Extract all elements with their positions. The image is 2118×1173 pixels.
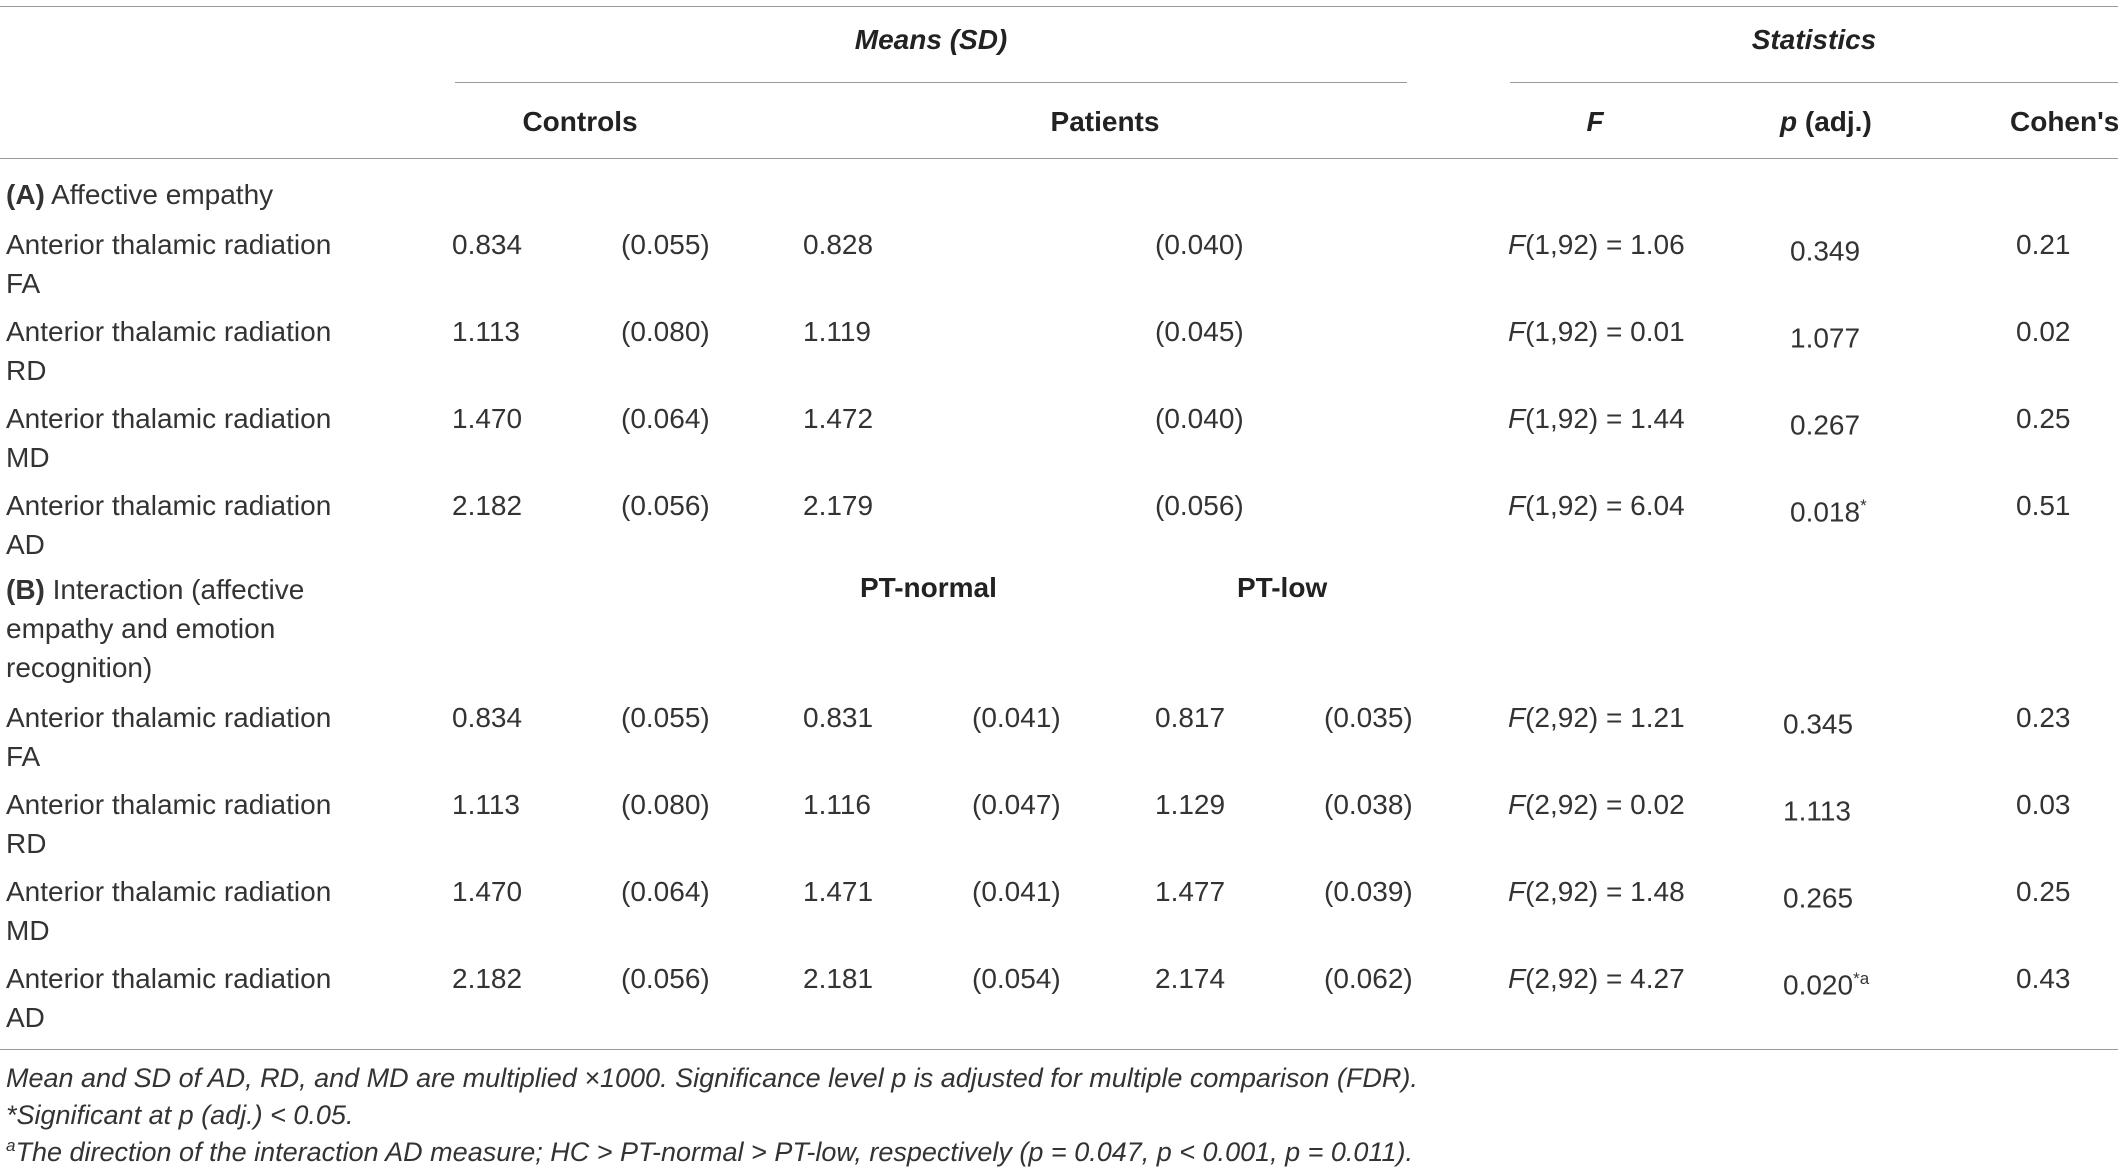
controls-mean: 0.834: [452, 229, 523, 260]
f-statistic: F(2,92) = 0.02: [1508, 789, 1685, 820]
pt-normal-sd: (0.054): [972, 963, 1061, 994]
cohens-d-value: 0.23: [2016, 702, 2071, 733]
section-b-title: (B) Interaction (affective empathy and e…: [6, 574, 305, 683]
p-adj-value: 0.345: [1783, 708, 1854, 740]
p-adj-value: 0.267: [1790, 409, 1861, 441]
f-statistic: F(2,92) = 1.21: [1508, 702, 1685, 733]
pt-low-mean: 1.477: [1155, 876, 1226, 907]
p-adj-value: 0.265: [1783, 882, 1854, 914]
cohens-d-header: Cohen's d: [2010, 106, 2118, 137]
pt-normal-sd: (0.041): [972, 876, 1061, 907]
controls-mean: 0.834: [452, 702, 523, 733]
cohens-d-value: 0.03: [2016, 789, 2071, 820]
patients-mean: 2.179: [803, 490, 874, 521]
row-label: Anterior thalamic radiation MD: [6, 403, 332, 473]
row-label: Anterior thalamic radiation MD: [6, 876, 332, 946]
patients-sd: (0.040): [1155, 403, 1244, 434]
p-adj-value: 0.349: [1790, 235, 1861, 267]
patients-header: Patients: [1050, 106, 1160, 137]
pt-low-mean: 0.817: [1155, 702, 1226, 733]
f-statistic: F(1,92) = 6.04: [1508, 490, 1685, 521]
row-label: Anterior thalamic radiation RD: [6, 789, 332, 859]
pt-low-sd: (0.035): [1324, 702, 1413, 733]
controls-mean: 1.470: [452, 403, 523, 434]
footnote-direction: aThe direction of the interaction AD mea…: [6, 1136, 1413, 1167]
section-a-title: (A) Affective empathy: [6, 179, 274, 210]
controls-sd: (0.055): [621, 702, 710, 733]
means-rule: [455, 82, 1407, 83]
controls-mean: 2.182: [452, 490, 523, 521]
controls-sd: (0.056): [621, 963, 710, 994]
top-rule: [0, 6, 2118, 7]
p-adj-header: p (adj.): [1780, 106, 1872, 137]
header-bottom-rule: [0, 158, 2118, 159]
table-bottom-rule: [0, 1049, 2118, 1050]
footnote-multiplier: Mean and SD of AD, RD, and MD are multip…: [6, 1063, 1418, 1093]
pt-normal-mean: 2.181: [803, 963, 874, 994]
f-header: F: [1586, 106, 1604, 137]
pt-normal-sd: (0.041): [972, 702, 1061, 733]
pt-normal-header: PT-normal: [860, 572, 997, 603]
controls-sd: (0.064): [621, 876, 710, 907]
pt-low-header: PT-low: [1237, 572, 1328, 603]
pt-low-sd: (0.062): [1324, 963, 1413, 994]
cohens-d-value: 0.02: [2016, 316, 2071, 347]
pt-low-sd: (0.039): [1324, 876, 1413, 907]
controls-mean: 1.113: [452, 789, 520, 820]
p-adj-value: 1.113: [1783, 795, 1851, 827]
f-statistic: F(1,92) = 1.44: [1508, 403, 1685, 434]
pt-normal-mean: 1.116: [803, 789, 871, 820]
row-label: Anterior thalamic radiation AD: [6, 490, 332, 560]
pt-normal-mean: 1.471: [803, 876, 874, 907]
pt-normal-mean: 0.831: [803, 702, 874, 733]
means-sd-header: Means (SD): [854, 24, 1008, 55]
controls-mean: 1.113: [452, 316, 520, 347]
patients-mean: 1.472: [803, 403, 874, 434]
controls-sd: (0.055): [621, 229, 710, 260]
cohens-d-value: 0.43: [2016, 963, 2071, 994]
cohens-d-value: 0.25: [2016, 403, 2071, 434]
cohens-d-value: 0.51: [2016, 490, 2071, 521]
pt-normal-sd: (0.047): [972, 789, 1061, 820]
patients-mean: 1.119: [803, 316, 871, 347]
f-statistic: F(1,92) = 0.01: [1508, 316, 1685, 347]
pt-low-mean: 1.129: [1155, 789, 1226, 820]
pt-low-mean: 2.174: [1155, 963, 1226, 994]
f-statistic: F(2,92) = 1.48: [1508, 876, 1685, 907]
row-label: Anterior thalamic radiation FA: [6, 229, 332, 299]
row-label: Anterior thalamic radiation FA: [6, 702, 332, 772]
p-adj-value: 0.018*: [1790, 496, 1867, 528]
controls-sd: (0.056): [621, 490, 710, 521]
controls-sd: (0.064): [621, 403, 710, 434]
controls-mean: 1.470: [452, 876, 523, 907]
p-adj-value: 0.020*a: [1783, 969, 1870, 1001]
cohens-d-value: 0.25: [2016, 876, 2071, 907]
pt-low-sd: (0.038): [1324, 789, 1413, 820]
controls-sd: (0.080): [621, 789, 710, 820]
controls-header: Controls: [522, 106, 638, 137]
patients-sd: (0.056): [1155, 490, 1244, 521]
patients-sd: (0.045): [1155, 316, 1244, 347]
f-statistic: F(2,92) = 4.27: [1508, 963, 1685, 994]
cohens-d-value: 0.21: [2016, 229, 2071, 260]
p-adj-value: 1.077: [1790, 322, 1861, 354]
controls-sd: (0.080): [621, 316, 710, 347]
footnote-significance: *Significant at p (adj.) < 0.05.: [6, 1100, 354, 1130]
statistics-rule: [1510, 82, 2118, 83]
controls-mean: 2.182: [452, 963, 523, 994]
row-label: Anterior thalamic radiation AD: [6, 963, 332, 1033]
patients-mean: 0.828: [803, 229, 874, 260]
row-label: Anterior thalamic radiation RD: [6, 316, 332, 386]
statistics-header: Statistics: [1751, 24, 1877, 55]
patients-sd: (0.040): [1155, 229, 1244, 260]
f-statistic: F(1,92) = 1.06: [1508, 229, 1685, 260]
